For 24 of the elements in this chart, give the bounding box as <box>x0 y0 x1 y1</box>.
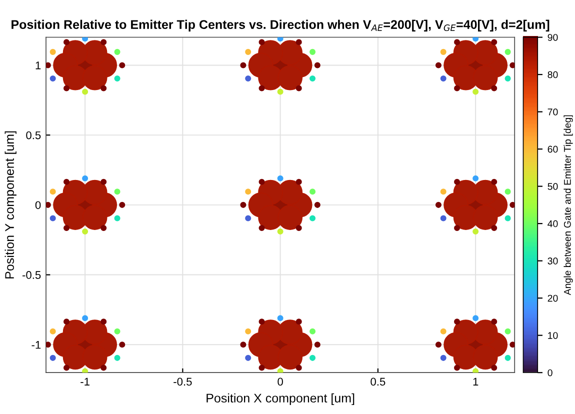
color-bar-label: 0 <box>548 369 552 376</box>
x-tick-label: 0 <box>278 378 283 386</box>
y-tick-label: -0.5 <box>22 271 41 279</box>
chart-title: Position Relative to Emitter Tip Centers vs. Direction when V$_{AE}$=200[V], V$_{GE}$=40[V], d=2[um] <box>12 20 550 32</box>
y-tick-label: 0.5 <box>26 131 41 140</box>
y-axis-title: Position Y component [um] <box>4 131 16 278</box>
y-tick-label: -1 <box>32 341 41 349</box>
x-tick-label: -0.5 <box>174 378 192 386</box>
y-tick-label: 1 <box>36 62 41 70</box>
color-bar-label: 60 <box>548 146 558 153</box>
color-bar-label: 40 <box>548 220 558 228</box>
color-bar-label: 50 <box>548 183 558 190</box>
x-tick-label: 0.5 <box>370 378 386 386</box>
x-tick-label: 1 <box>473 378 478 386</box>
color-bar-label: 70 <box>548 108 558 116</box>
color-bar-label: 10 <box>548 332 558 339</box>
x-axis-title: Position X component [um] <box>206 393 354 406</box>
x-tick-label: -1 <box>80 378 90 386</box>
color-bar-label: 90 <box>548 34 558 41</box>
y-tick-label: 0 <box>35 201 41 210</box>
color-bar-label: 30 <box>548 258 558 264</box>
color-bar-label: 20 <box>548 294 558 302</box>
color-bar-title: Angle between Gate and Emitter Tip [deg] <box>564 115 573 296</box>
color-bar-label: 80 <box>548 71 558 78</box>
